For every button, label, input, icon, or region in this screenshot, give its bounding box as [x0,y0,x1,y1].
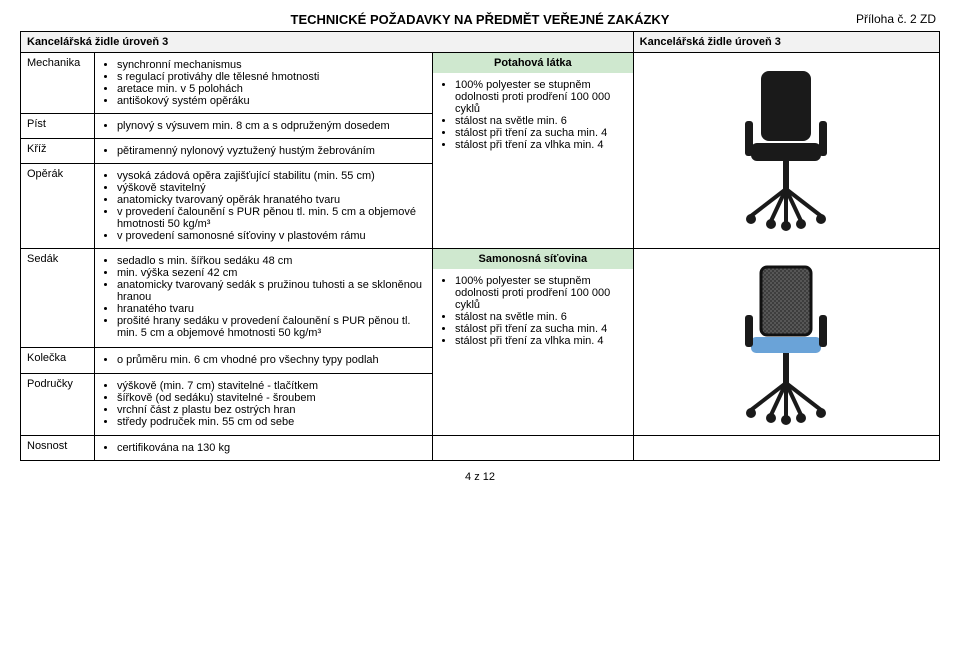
li: stálost při tření za vlhka min. 4 [455,139,627,151]
li: stálost na světle min. 6 [455,311,627,323]
li: plynový s výsuvem min. 8 cm a s odpružen… [117,120,426,132]
li: šířkově (od sedáku) stavitelné - šroubem [117,392,426,404]
li: pětiramenný nylonový vyztužený hustým že… [117,145,426,157]
row-desc: o průměru min. 6 cm vhodné pro všechny t… [94,348,432,374]
row-label: Sedák [21,249,95,348]
li: stálost při tření za sucha min. 4 [455,127,627,139]
material-title: Samonosná síťovina [433,249,633,269]
material-title: Potahová látka [433,53,633,73]
li: certifikována na 130 kg [117,442,426,454]
row-label: Opěrák [21,164,95,249]
image-cell [633,53,939,249]
material-cell: Samonosná síťovina 100% polyester se stu… [432,249,633,436]
li: s regulací protiváhy dle tělesné hmotnos… [117,71,426,83]
spec-table: Kancelářská židle úroveň 3 Kancelářská ž… [20,31,940,461]
row-desc: sedadlo s min. šířkou sedáku 48 cm min. … [94,249,432,348]
li: o průměru min. 6 cm vhodné pro všechny t… [117,354,426,366]
row-label: Píst [21,114,95,139]
empty-cell [633,436,939,461]
image-cell [633,249,939,436]
li: stálost při tření za vlhka min. 4 [455,335,627,347]
chair-image-2 [721,257,851,427]
section-head-right: Kancelářská židle úroveň 3 [633,32,939,53]
li: vysoká zádová opěra zajišťující stabilit… [117,170,426,182]
page-title: TECHNICKÉ POŽADAVKY NA PŘEDMĚT VEŘEJNÉ Z… [20,12,940,27]
li: stálost při tření za sucha min. 4 [455,323,627,335]
li: anatomicky tvarovaný sedák s pružinou tu… [117,279,426,303]
li: středy područek min. 55 cm od sebe [117,416,426,428]
row-desc: vysoká zádová opěra zajišťující stabilit… [94,164,432,249]
li: 100% polyester se stupněm odolnosti prot… [455,79,627,115]
row-desc: synchronní mechanismus s regulací protiv… [94,53,432,114]
section-head-left: Kancelářská židle úroveň 3 [21,32,634,53]
li: 100% polyester se stupněm odolnosti prot… [455,275,627,311]
li: v provedení čalounění s PUR pěnou tl. mi… [117,206,426,230]
row-label: Nosnost [21,436,95,461]
row-label: Područky [21,373,95,435]
row-label: Kolečka [21,348,95,374]
li: hranatého tvaru [117,303,426,315]
row-label: Mechanika [21,53,95,114]
li: synchronní mechanismus [117,59,426,71]
li: antišokový systém opěráku [117,95,426,107]
li: výškově stavitelný [117,182,426,194]
li: stálost na světle min. 6 [455,115,627,127]
row-desc: plynový s výsuvem min. 8 cm a s odpružen… [94,114,432,139]
page-number: 4 z 12 [20,471,940,483]
chair-image-1 [721,61,851,231]
row-desc: certifikována na 130 kg [94,436,432,461]
row-desc: pětiramenný nylonový vyztužený hustým že… [94,139,432,164]
li: vrchní část z plastu bez ostrých hran [117,404,426,416]
empty-cell [432,436,633,461]
li: aretace min. v 5 polohách [117,83,426,95]
attachment-label: Příloha č. 2 ZD [856,12,936,26]
li: min. výška sezení 42 cm [117,267,426,279]
row-label: Kříž [21,139,95,164]
row-desc: výškově (min. 7 cm) stavitelné - tlačítk… [94,373,432,435]
li: v provedení samonosné síťoviny v plastov… [117,230,426,242]
material-cell: Potahová látka 100% polyester se stupněm… [432,53,633,249]
li: sedadlo s min. šířkou sedáku 48 cm [117,255,426,267]
li: prošité hrany sedáku v provedení čalouně… [117,315,426,339]
li: výškově (min. 7 cm) stavitelné - tlačítk… [117,380,426,392]
li: anatomicky tvarovaný opěrák hranatého tv… [117,194,426,206]
